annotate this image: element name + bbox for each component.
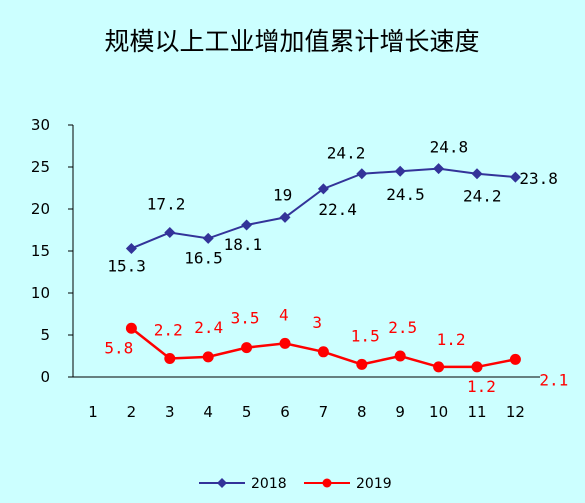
x-tick-label: 8 <box>357 403 367 421</box>
point-2018 <box>509 171 521 183</box>
data-label-2019: 1.5 <box>351 326 380 345</box>
series-2019 <box>125 322 521 373</box>
point-2018 <box>317 183 329 195</box>
legend-item-2019: 2019 <box>304 476 392 492</box>
data-label-2018: 24.2 <box>463 187 502 206</box>
legend-marker <box>322 478 332 488</box>
x-tick-label: 2 <box>127 403 137 421</box>
point-2019 <box>202 351 214 363</box>
point-2018 <box>241 219 253 231</box>
data-label-2019: 5.8 <box>104 338 133 357</box>
y-tick-label: 0 <box>40 368 50 386</box>
data-label-2018: 19 <box>273 185 292 204</box>
x-tick-label: 3 <box>165 403 175 421</box>
chart-title: 规模以上工业增加值累计增长速度 <box>104 27 479 56</box>
data-labels: 15.3 17.2 16.518.1 19 22.4 24.2 24.5 24.8 24.2 23… <box>104 138 568 396</box>
point-2019 <box>509 353 521 365</box>
data-label-2019: 1.2 <box>467 377 496 396</box>
point-2018 <box>279 211 291 223</box>
x-tick-label: 1 <box>88 403 98 421</box>
x-tick-label: 10 <box>429 403 448 421</box>
data-label-2019: 4 <box>279 305 289 324</box>
x-tick-label: 9 <box>395 403 405 421</box>
point-2019 <box>125 322 137 334</box>
point-2018 <box>394 165 406 177</box>
data-label-2019: 3 <box>312 313 322 332</box>
data-label-2019: 2.1 <box>539 370 568 389</box>
point-2018 <box>164 227 176 239</box>
x-tick-label: 12 <box>506 403 525 421</box>
point-2018 <box>471 168 483 180</box>
data-label-2019: 2.4 <box>194 318 223 337</box>
legend-item-2018: 2018 <box>199 476 287 492</box>
data-label-2018: 15.3 <box>107 256 146 275</box>
y-tick-label: 30 <box>31 116 50 134</box>
x-tick-label: 4 <box>203 403 213 421</box>
data-label-2019: 2.2 <box>154 321 183 340</box>
legend-marker <box>217 478 227 488</box>
series-layer <box>125 163 521 373</box>
y-tick-label: 10 <box>31 284 50 302</box>
point-2019 <box>394 350 406 362</box>
y-tick-label: 5 <box>40 326 50 344</box>
data-label-2018: 23.8 <box>519 169 558 188</box>
legend-label: 2018 <box>251 476 287 492</box>
point-2019 <box>317 346 329 358</box>
data-label-2019: 2.5 <box>388 318 417 337</box>
data-label-2018: 24.2 <box>327 144 366 163</box>
data-label-2018: 17.2 <box>147 195 186 214</box>
point-2019 <box>433 361 445 373</box>
point-2019 <box>471 361 483 373</box>
data-label-2018: 22.4 <box>318 200 357 219</box>
point-2018 <box>125 242 137 254</box>
point-2019 <box>356 358 368 370</box>
point-2018 <box>356 168 368 180</box>
point-2018 <box>433 163 445 175</box>
y-ticks: 0 5 10 15 20 25 30 <box>31 116 73 386</box>
x-tick-label: 6 <box>280 403 290 421</box>
y-tick-label: 25 <box>31 158 50 176</box>
data-label-2019: 3.5 <box>231 309 260 328</box>
point-2018 <box>202 232 214 244</box>
x-tick-label: 5 <box>242 403 252 421</box>
data-label-2019: 1.2 <box>437 330 466 349</box>
point-2019 <box>164 353 176 365</box>
point-2019 <box>279 337 291 349</box>
legend-label: 2019 <box>356 476 392 492</box>
series-2018 <box>125 163 521 254</box>
x-tick-label: 7 <box>319 403 329 421</box>
data-label-2018: 24.8 <box>430 138 469 157</box>
y-tick-label: 15 <box>31 242 50 260</box>
legend: 2018 2019 <box>199 476 392 492</box>
data-label-2018: 16.5 <box>184 248 223 267</box>
data-label-2018: 24.5 <box>386 185 425 204</box>
x-tick-label: 11 <box>467 403 486 421</box>
data-label-2018: 18.1 <box>224 235 263 254</box>
y-tick-label: 20 <box>31 200 50 218</box>
x-ticks: 1 2 3 4 5 6 7 8 9 10 11 12 <box>88 403 525 421</box>
point-2019 <box>241 342 253 354</box>
